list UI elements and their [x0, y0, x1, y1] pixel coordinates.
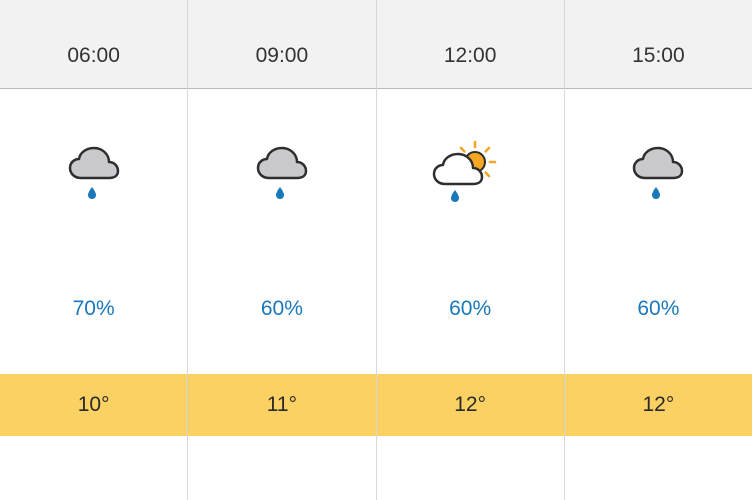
precipitation-chance: 60%	[565, 244, 752, 374]
temperature: 11°	[188, 374, 375, 436]
temperature: 12°	[377, 374, 564, 436]
forecast-column[interactable]: 09:00 60% 11°	[188, 0, 376, 500]
time-label: 09:00	[188, 0, 375, 89]
sun-cloud-rain-icon	[425, 140, 515, 210]
cloud-rain-icon	[247, 140, 317, 210]
forecast-column[interactable]: 12:00 60% 12°	[377, 0, 565, 500]
forecast-column[interactable]: 15:00 60% 12°	[565, 0, 752, 500]
cloud-rain-icon	[59, 140, 129, 210]
time-label: 15:00	[565, 0, 752, 89]
weather-icon-area	[377, 89, 564, 244]
temperature: 10°	[0, 374, 187, 436]
weather-icon-area	[565, 89, 752, 244]
weather-icon-area	[0, 89, 187, 244]
time-label: 12:00	[377, 0, 564, 89]
precipitation-chance: 60%	[188, 244, 375, 374]
cloud-rain-icon	[623, 140, 693, 210]
precipitation-chance: 60%	[377, 244, 564, 374]
time-label: 06:00	[0, 0, 187, 89]
forecast-column[interactable]: 06:00 70% 10°	[0, 0, 188, 500]
hourly-forecast: 06:00 70% 10° 09:00 60% 11° 12:00	[0, 0, 752, 500]
weather-icon-area	[188, 89, 375, 244]
precipitation-chance: 70%	[0, 244, 187, 374]
temperature: 12°	[565, 374, 752, 436]
